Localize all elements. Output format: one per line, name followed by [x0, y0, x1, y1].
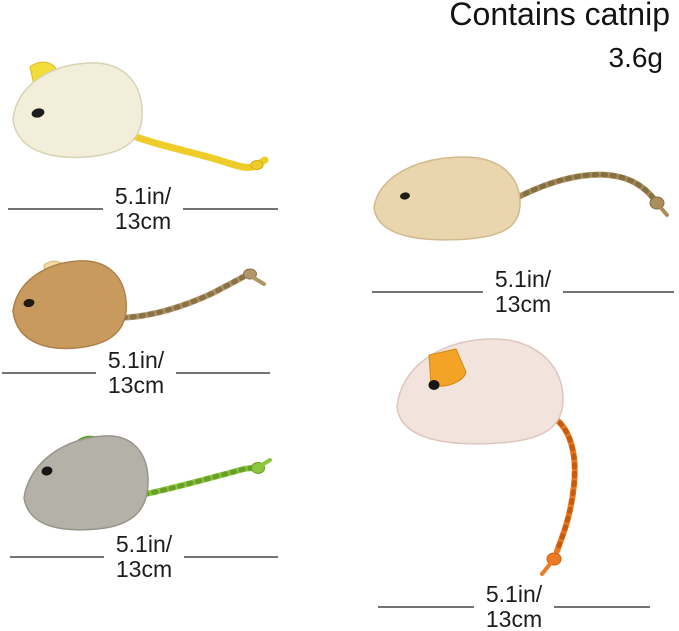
measurement-line-left — [10, 556, 104, 559]
tail-knot — [250, 160, 264, 170]
mouse-body — [23, 435, 149, 531]
measurement-inches: 5.1in/ — [114, 183, 172, 209]
measurement-line-right — [183, 208, 279, 211]
mouse-tail-twist — [506, 172, 657, 205]
measurement-inches: 5.1in/ — [115, 531, 173, 557]
measurement-line-right — [554, 606, 651, 609]
mouse-eye — [428, 380, 440, 390]
measurement-brown-mouse: 5.1in/ 13cm — [2, 347, 271, 399]
measurement-cm: 13cm — [115, 556, 173, 583]
measurement-inches: 5.1in/ — [485, 581, 543, 607]
mouse-tail-twist — [550, 414, 578, 554]
measurement-cm: 13cm — [494, 291, 552, 318]
measurement-label: 5.1in/ 13cm — [96, 347, 176, 399]
measurement-line-left — [372, 291, 483, 294]
tail-tip — [540, 562, 552, 576]
measurement-line-right — [563, 291, 675, 294]
measurement-gray-mouse: 5.1in/ 13cm — [10, 531, 279, 583]
pink-mouse-illustration — [396, 338, 578, 576]
beige-mouse-illustration — [373, 156, 669, 241]
measurement-cm: 13cm — [485, 606, 543, 631]
mouse-body — [12, 260, 127, 350]
measurement-inches: 5.1in/ — [107, 347, 165, 373]
measurement-line-right — [176, 372, 271, 375]
measurement-white-mouse: 5.1in/ 13cm — [8, 183, 279, 235]
measurement-beige-mouse: 5.1in/ 13cm — [372, 266, 675, 318]
page-title: Contains catnip — [449, 0, 670, 32]
brown-mouse-illustration — [12, 260, 266, 350]
weight-label: 3.6g — [608, 42, 664, 73]
gray-mouse-illustration — [23, 435, 272, 531]
measurement-inches: 5.1in/ — [494, 266, 552, 292]
tail-tip — [260, 458, 272, 467]
measurement-cm: 13cm — [114, 208, 172, 235]
mouse-tail-twist — [111, 274, 246, 321]
mouse-body — [373, 156, 521, 241]
mouse-eye — [23, 298, 35, 308]
measurement-label: 5.1in/ 13cm — [474, 581, 554, 631]
measurement-label: 5.1in/ 13cm — [104, 531, 184, 583]
mouse-tail — [111, 274, 246, 321]
measurement-line-left — [2, 372, 96, 375]
tail-knot — [649, 196, 665, 210]
measurement-pink-mouse: 5.1in/ 13cm — [378, 581, 651, 631]
tail-tip — [659, 206, 669, 217]
mouse-tail — [114, 126, 269, 171]
mouse-eye — [400, 192, 410, 200]
mouse-eye — [31, 108, 45, 118]
measurement-line-right — [184, 556, 279, 559]
mouse-eye — [41, 466, 53, 476]
mouse-body — [12, 62, 143, 159]
tail-knot — [546, 552, 562, 566]
measurement-label: 5.1in/ 13cm — [103, 183, 183, 235]
white-mouse-illustration — [12, 61, 269, 171]
tail-tip — [252, 276, 266, 286]
measurement-cm: 13cm — [107, 372, 165, 399]
mouse-body — [396, 338, 564, 445]
measurement-label: 5.1in/ 13cm — [483, 266, 563, 318]
measurement-line-left — [8, 208, 103, 211]
measurement-line-left — [378, 606, 474, 609]
